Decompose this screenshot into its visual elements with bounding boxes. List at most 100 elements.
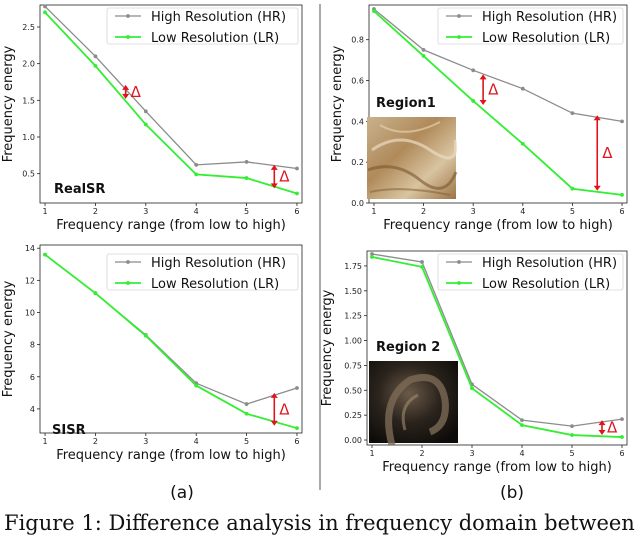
series-line-hr <box>44 6 298 170</box>
delta-arrow-head-up <box>598 420 606 426</box>
legend-marker-hr <box>126 260 130 264</box>
delta-arrow-head-down <box>479 100 487 106</box>
legend: High Resolution (HR) Low Resolution (LR) <box>437 7 624 46</box>
x-tick-label: 3 <box>143 207 148 216</box>
delta-arrow-head-up <box>479 74 487 80</box>
series-line-hr <box>373 8 623 122</box>
y-axis-label: Frequency energy <box>1 280 16 397</box>
delta-label: Δ <box>607 419 618 437</box>
plot-frame <box>39 244 303 434</box>
y-tick-label: 1.0 <box>22 133 35 142</box>
data-point-hr <box>620 417 624 422</box>
panel-label-a: (a) <box>170 483 194 503</box>
x-tick-label: 6 <box>619 449 624 458</box>
y-tick-label: 6 <box>30 373 35 382</box>
delta-arrow-head-up <box>593 115 601 121</box>
x-tick-label: 1 <box>369 449 374 458</box>
data-point-lr <box>570 433 574 437</box>
y-axis-label: Frequency energy <box>330 45 345 162</box>
x-axis-label: Frequency range (from low to high) <box>56 448 286 463</box>
data-point-hr <box>570 111 575 116</box>
legend-label-lr: Low Resolution (LR) <box>482 31 610 46</box>
series-line-lr <box>373 10 623 196</box>
delta-label: Δ <box>131 83 142 101</box>
data-point-hr <box>570 424 574 428</box>
delta-annotation: Δ <box>598 419 618 437</box>
delta-annotation: Δ <box>479 74 499 106</box>
delta-arrow-head-down <box>598 430 606 436</box>
legend: High Resolution (HR) Low Resolution (LR) <box>106 7 299 46</box>
x-tick-label: 2 <box>93 207 98 216</box>
data-point-lr <box>620 435 624 439</box>
series-line-lr <box>44 253 298 430</box>
y-tick-label: 0.2 <box>351 158 364 167</box>
legend-label-hr: High Resolution (HR) <box>482 256 617 271</box>
x-tick-label: 1 <box>42 207 47 216</box>
legend-marker-hr <box>126 14 130 18</box>
region1-thumbnail <box>367 117 458 199</box>
delta-label: Δ <box>279 168 290 186</box>
data-point-hr <box>520 418 524 423</box>
legend: High Resolution (HR) Low Resolution (LR) <box>106 253 299 292</box>
data-point-hr <box>295 386 299 390</box>
data-point-lr <box>421 54 426 58</box>
y-tick-label: 0.25 <box>344 411 362 420</box>
delta-label: Δ <box>488 81 499 99</box>
y-tick-label: 0.00 <box>344 436 362 445</box>
x-tick-label: 2 <box>421 207 426 216</box>
y-axis-label: Frequency energy <box>1 45 16 162</box>
data-point-hr <box>520 86 525 91</box>
legend-box <box>437 7 624 45</box>
y-tick-label: 0.8 <box>351 36 364 45</box>
data-point-hr <box>143 109 148 114</box>
y-tick-label: 0.50 <box>344 386 362 395</box>
x-tick-label: 6 <box>294 437 299 446</box>
x-tick-label: 6 <box>294 207 299 216</box>
data-point-lr <box>43 10 47 15</box>
y-tick-label: 1.75 <box>344 262 362 271</box>
y-tick-label: 0.0 <box>351 199 364 208</box>
delta-arrow-head-up <box>270 392 278 398</box>
y-tick-label: 0.4 <box>351 117 364 126</box>
data-point-hr <box>93 54 98 59</box>
y-tick-label: 1.00 <box>344 337 362 346</box>
series-line-lr <box>371 256 623 438</box>
region2-thumbnail <box>369 361 458 446</box>
delta-label: Δ <box>602 144 613 162</box>
data-point-hr <box>295 166 299 171</box>
y-tick-label: 8 <box>30 341 35 350</box>
legend-marker-hr <box>457 260 461 264</box>
delta-annotation: Δ <box>270 392 290 426</box>
y-tick-label: 1.50 <box>344 287 362 296</box>
data-point-hr <box>471 68 476 73</box>
data-point-lr <box>520 141 525 146</box>
x-tick-label: 4 <box>194 207 199 216</box>
data-point-lr <box>372 9 376 14</box>
legend-label-hr: High Resolution (HR) <box>151 256 286 271</box>
x-tick-label: 1 <box>371 207 376 216</box>
legend-marker-lr <box>126 281 130 285</box>
legend-label-hr: High Resolution (HR) <box>151 10 286 25</box>
data-point-hr <box>370 252 374 256</box>
x-axis-label: Frequency range (from low to high) <box>56 218 286 233</box>
legend-marker-lr <box>457 281 461 285</box>
y-tick-label: 1.25 <box>344 312 362 321</box>
y-tick-label: 2.5 <box>22 23 35 32</box>
data-point-lr <box>93 291 98 296</box>
plot-annotation: Region 2 <box>376 340 440 355</box>
data-point-lr <box>295 426 299 431</box>
legend-box <box>106 7 299 45</box>
series-line-hr <box>371 253 623 427</box>
legend-marker-lr <box>126 35 130 39</box>
delta-arrow-head-down <box>593 185 601 191</box>
x-tick-label: 5 <box>569 449 574 458</box>
data-point-lr <box>244 176 249 180</box>
data-point-lr <box>43 252 47 257</box>
x-tick-label: 4 <box>194 437 199 446</box>
plot-annotation: Region1 <box>376 96 436 111</box>
x-tick-label: 6 <box>619 207 624 216</box>
data-point-hr <box>43 4 47 9</box>
data-point-lr <box>471 99 476 103</box>
delta-arrow-head-down <box>122 93 130 99</box>
x-tick-label: 4 <box>519 449 524 458</box>
